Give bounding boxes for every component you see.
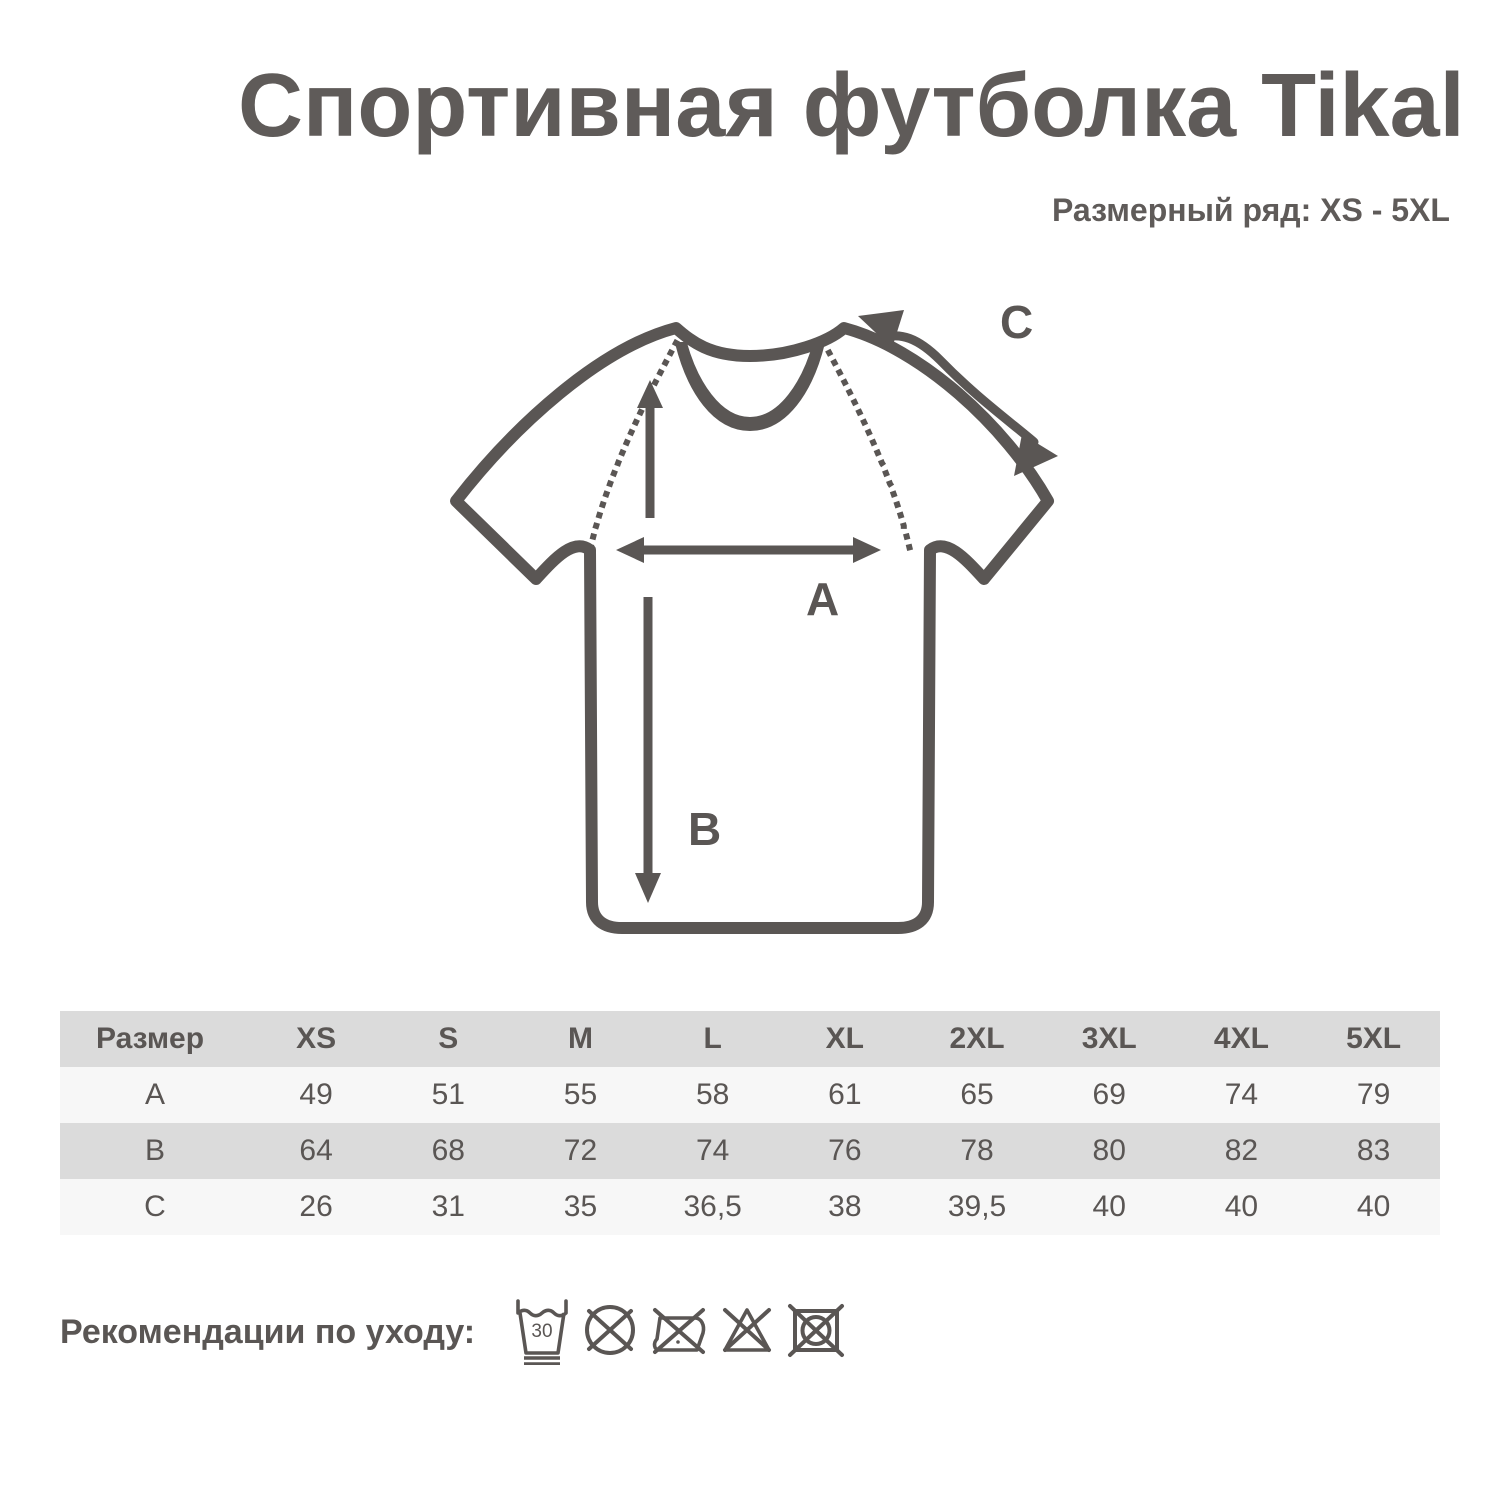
svg-text:B: B	[688, 803, 721, 855]
svg-text:30: 30	[531, 1321, 552, 1342]
svg-text:C: C	[1000, 296, 1033, 348]
svg-text:A: A	[806, 573, 839, 625]
